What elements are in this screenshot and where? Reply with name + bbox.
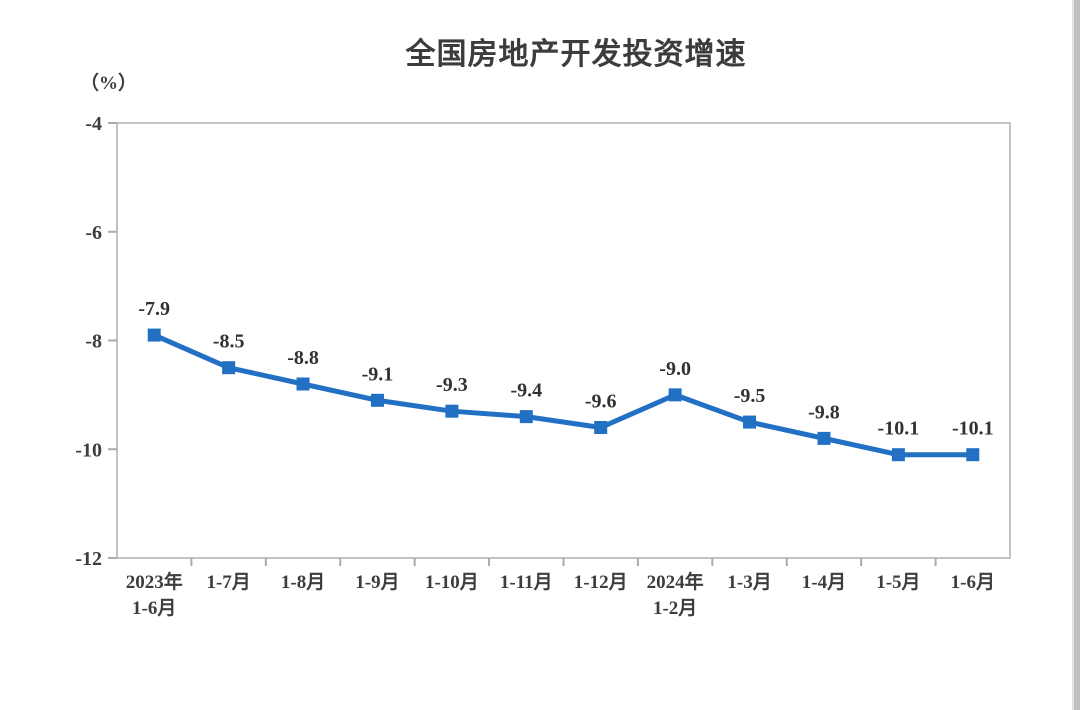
data-point-label: -9.4 — [510, 380, 542, 402]
data-point-label: -9.5 — [734, 385, 766, 407]
data-point-marker — [296, 377, 310, 391]
data-point-marker — [817, 431, 831, 445]
data-point-marker — [668, 388, 682, 402]
data-point-marker — [519, 410, 533, 424]
data-point-label: -7.9 — [138, 298, 170, 320]
data-point-label: -9.1 — [362, 363, 394, 385]
data-point-marker — [594, 421, 608, 434]
x-axis-tick-label: 1-6月 — [951, 572, 995, 593]
data-point-marker — [147, 328, 161, 342]
x-axis-tick-label: 1-8月 — [281, 572, 325, 593]
x-axis-tick-label: 1-4月 — [802, 572, 846, 593]
data-point-label: -9.8 — [808, 401, 840, 423]
data-point-label: -10.1 — [952, 418, 994, 440]
x-axis-tick-label: 1-10月 — [425, 572, 479, 593]
x-axis-tick-label: 1-11月 — [500, 572, 553, 593]
screenshot-edge-artifact — [1072, 0, 1080, 710]
x-axis-tick-label: 1-9月 — [355, 572, 399, 593]
data-point-marker — [966, 448, 980, 462]
y-axis-unit-label: （%） — [80, 73, 138, 94]
data-point-label: -9.0 — [659, 358, 691, 380]
data-point-label: -9.3 — [436, 374, 468, 396]
y-axis-tick-label: -8 — [85, 331, 102, 353]
x-axis-tick-label: 2023年 1-6月 — [126, 570, 183, 619]
x-axis-tick-label: 1-3月 — [727, 572, 771, 593]
x-axis-tick-label: 1-12月 — [574, 572, 628, 593]
y-axis-tick-label: -6 — [85, 222, 102, 244]
data-line — [151, 332, 976, 458]
y-axis-tick-label: -12 — [75, 548, 102, 570]
data-point-marker — [445, 404, 459, 418]
x-axis-tick-label: 2024年 1-2月 — [647, 570, 704, 619]
data-point-label: -8.5 — [213, 331, 245, 353]
y-axis-tick-label: -10 — [75, 439, 102, 461]
data-point-marker — [891, 448, 905, 462]
chart-title: 全国房地产开发投资增速 — [405, 38, 747, 71]
data-point-label: -10.1 — [878, 418, 920, 440]
x-axis-tick-label: 1-7月 — [206, 572, 250, 593]
data-point-marker — [743, 415, 757, 429]
plot-border — [116, 122, 1011, 559]
data-point-label: -8.8 — [287, 347, 319, 369]
x-axis-tick-label: 1-5月 — [876, 572, 920, 593]
data-point-marker — [222, 361, 236, 375]
y-axis-tick-label: -4 — [85, 113, 102, 135]
data-point-marker — [370, 393, 384, 407]
data-point-label: -9.6 — [585, 391, 617, 413]
